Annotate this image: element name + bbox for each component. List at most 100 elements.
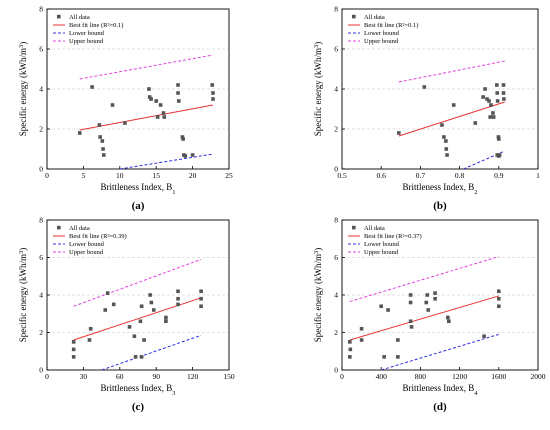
data-point xyxy=(348,347,353,352)
legend-marker-all-data xyxy=(57,14,61,19)
y-tick-label: 0 xyxy=(334,366,338,375)
data-point xyxy=(149,97,153,101)
data-point xyxy=(491,111,495,115)
data-point xyxy=(445,153,449,157)
y-tick-label: 4 xyxy=(39,291,43,300)
data-point xyxy=(489,103,493,107)
data-point xyxy=(100,139,105,143)
data-point xyxy=(211,97,215,101)
data-point xyxy=(444,147,449,151)
data-point xyxy=(101,147,105,151)
x-tick-label: 0.5 xyxy=(337,171,347,180)
data-point xyxy=(151,308,156,312)
data-point xyxy=(162,115,167,119)
legend-label-best-fit: Best fit line (R²=0.1) xyxy=(69,22,123,29)
y-tick-label: 0 xyxy=(334,165,338,174)
y-tick-label: 8 xyxy=(39,216,43,225)
y-tick-label: 6 xyxy=(39,45,43,54)
data-point xyxy=(397,131,401,135)
data-point xyxy=(164,319,168,324)
data-point xyxy=(497,289,501,294)
x-axis-label: Brittleness Index, B3 xyxy=(101,383,176,397)
legend-label-all-data: All data xyxy=(364,14,385,21)
y-tick-label: 6 xyxy=(334,45,338,54)
legend-label-best-fit: Best fit line (R²=0.39) xyxy=(69,233,127,240)
chart-panel-2: 0.5 0.6 0.7 0.8 0.9 1 0 2 4 6 8 Brittleness Index, … xyxy=(313,5,541,213)
data-point xyxy=(485,97,489,101)
data-point xyxy=(446,315,450,320)
data-point xyxy=(409,325,414,329)
chart-panel-1: 0 5 10 15 20 25 0 2 4 6 8 Brittleness Index, B1 Spec… xyxy=(18,5,234,213)
data-point xyxy=(495,83,499,87)
data-point xyxy=(408,319,413,324)
data-point xyxy=(142,338,146,342)
legend-label-all-data: All data xyxy=(69,225,90,232)
legend-label-all-data: All data xyxy=(69,14,90,21)
legend-label-upper-bound: Upper bound xyxy=(69,38,104,45)
data-point xyxy=(491,115,496,119)
data-point xyxy=(408,300,413,305)
chart-panel-4: 0 400 800 1200 1600 2000 0 2 4 6 8 Brittleness Inde… xyxy=(313,216,546,414)
legend-label-upper-bound: Upper bound xyxy=(364,38,399,45)
legend-label-upper-bound: Upper bound xyxy=(69,249,104,256)
legend-label-lower-bound: Lower bound xyxy=(69,241,105,248)
data-point xyxy=(199,289,203,294)
y-tick-label: 6 xyxy=(39,253,43,262)
best-fit-line xyxy=(398,101,505,137)
x-tick-label: 2000 xyxy=(531,372,546,381)
data-point xyxy=(502,97,506,101)
data-point xyxy=(154,99,158,103)
data-point xyxy=(497,137,501,141)
data-point xyxy=(180,135,185,139)
data-point xyxy=(176,296,180,301)
lower-bound-line xyxy=(101,334,202,371)
y-tick-label: 2 xyxy=(39,125,43,134)
data-point xyxy=(199,304,203,309)
x-tick-label: 60 xyxy=(116,372,124,381)
x-tick-label: 0.9 xyxy=(494,171,504,180)
upper-bound-line xyxy=(398,60,505,83)
x-tick-label: 25 xyxy=(225,171,233,180)
x-tick-label: 10 xyxy=(116,171,124,180)
data-point xyxy=(176,91,180,95)
lower-bound-line xyxy=(381,333,499,371)
data-point xyxy=(424,300,429,305)
data-point xyxy=(147,87,151,91)
y-tick-label: 4 xyxy=(39,85,43,94)
best-fit-line xyxy=(79,104,214,131)
data-point xyxy=(495,99,500,103)
best-fit-line xyxy=(349,295,499,341)
panel-caption: (c) xyxy=(132,401,145,413)
data-point xyxy=(497,304,501,309)
x-axis-label: Brittleness Index, B1 xyxy=(101,182,176,196)
legend-label-best-fit: Best fit line (R²=0.37) xyxy=(364,233,422,240)
x-tick-label: 1600 xyxy=(491,372,506,381)
data-point xyxy=(422,85,427,89)
data-point xyxy=(181,137,185,141)
data-point xyxy=(359,326,364,331)
data-point xyxy=(483,87,487,91)
data-point xyxy=(138,319,143,324)
data-point xyxy=(87,338,92,342)
data-point xyxy=(210,83,215,87)
data-point xyxy=(176,302,180,307)
data-point xyxy=(105,291,110,295)
data-point xyxy=(211,91,215,95)
data-point xyxy=(148,293,152,297)
data-point xyxy=(71,355,76,359)
x-tick-label: 800 xyxy=(415,372,427,381)
legend-label-lower-bound: Lower bound xyxy=(69,30,105,37)
data-point xyxy=(199,296,203,301)
data-point xyxy=(348,355,352,359)
y-tick-label: 8 xyxy=(334,216,338,225)
y-tick-label: 0 xyxy=(39,366,43,375)
data-point xyxy=(433,291,437,295)
data-point xyxy=(176,83,180,87)
y-tick-label: 4 xyxy=(334,291,338,300)
y-axis-label: Specific energy (kWh/m3) xyxy=(18,248,29,343)
x-tick-label: 90 xyxy=(152,372,160,381)
x-tick-label: 400 xyxy=(376,372,388,381)
data-point xyxy=(176,99,181,103)
x-tick-label: 150 xyxy=(223,372,235,381)
y-tick-label: 8 xyxy=(39,5,43,14)
